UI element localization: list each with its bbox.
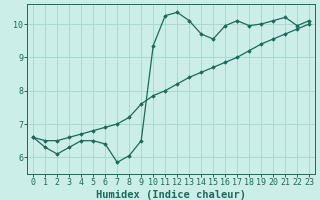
X-axis label: Humidex (Indice chaleur): Humidex (Indice chaleur) [96,190,246,200]
